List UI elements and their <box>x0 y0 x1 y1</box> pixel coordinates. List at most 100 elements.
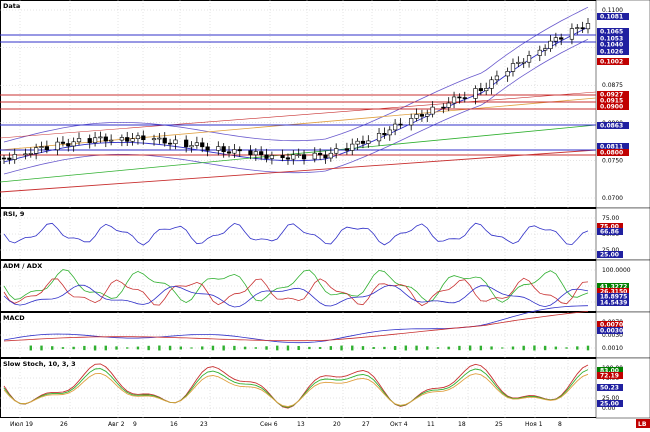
candle-body <box>414 114 419 119</box>
candle-body <box>92 137 98 143</box>
price-badge-text: 0.1040 <box>600 42 623 49</box>
candle-body <box>151 138 157 141</box>
candle-body <box>505 71 510 77</box>
price-badge-text: 0.1081 <box>600 14 623 21</box>
candle-body <box>87 138 92 143</box>
stoch-badge-text: 50.23 <box>600 385 619 392</box>
candle-body <box>162 137 167 144</box>
price-badge <box>597 91 629 98</box>
candle-body <box>484 88 489 92</box>
candle-body <box>376 133 382 142</box>
x-axis-label: 18 <box>458 421 466 428</box>
panel-label-adx: ADM / ADX <box>3 262 42 270</box>
macd-histogram-bar <box>233 345 236 351</box>
candle-body <box>312 152 317 160</box>
panel-main[interactable] <box>0 0 597 208</box>
price-badge-text: 0.1053 <box>600 36 623 43</box>
panel-label-stoch: Slow Stoch, 10, 3, 3 <box>3 360 76 368</box>
candle-body <box>494 75 500 81</box>
macd-histogram-bar <box>243 346 247 350</box>
macd-histogram-bar <box>586 345 590 351</box>
macd-histogram-bar <box>40 345 43 351</box>
price-badge-text: 0.0915 <box>600 98 623 105</box>
macd-histogram-bar <box>351 345 354 351</box>
macd-histogram-bar <box>61 347 65 349</box>
adx-badge-text: 14.5439 <box>600 300 627 307</box>
candle-body <box>103 136 108 142</box>
macd-histogram-bar <box>501 347 504 349</box>
y-axis-tick: 100.0000 <box>602 267 631 274</box>
candle-body <box>489 79 494 89</box>
rsi-badge <box>597 228 623 235</box>
macd-badge-text: 0.0070 <box>600 322 623 329</box>
corner-badge-text[interactable]: LB <box>638 421 647 428</box>
price-badge <box>597 143 629 150</box>
macd-histogram-bar <box>468 345 472 351</box>
candle-body <box>537 49 542 56</box>
candle-body <box>291 154 296 160</box>
macd-histogram-bar <box>83 345 86 351</box>
macd-histogram-bar <box>543 345 547 351</box>
price-badge <box>597 149 629 156</box>
macd-histogram-bar <box>511 346 515 350</box>
candle-body <box>226 151 232 154</box>
candle-body <box>409 118 414 126</box>
rsi-badge-text: 25.00 <box>600 252 619 259</box>
corner-badge[interactable] <box>636 419 650 428</box>
x-axis-label: Ноя 1 <box>525 421 543 428</box>
macd-histogram-bar <box>254 347 258 349</box>
candle-body <box>366 140 371 144</box>
candle-body <box>553 37 558 42</box>
candle-body <box>510 63 516 72</box>
macd-histogram-bar <box>286 345 290 351</box>
candle-body <box>248 150 253 156</box>
macd-histogram-bar <box>329 346 333 350</box>
candle-body <box>130 138 135 142</box>
candle-body <box>264 154 269 159</box>
y-axis-tick: 0.0010 <box>602 345 623 352</box>
candle-body <box>296 154 301 156</box>
adx-line <box>3 284 589 308</box>
macd-histogram-bar <box>436 347 440 349</box>
rsi-badge-text: 66.86 <box>600 229 619 236</box>
price-badge <box>597 58 629 65</box>
macd-histogram-bar <box>415 345 418 351</box>
x-axis-label: 26 <box>60 421 68 428</box>
candle-body <box>559 37 564 40</box>
price-badge-text: 0.1026 <box>600 49 623 56</box>
macd-histogram-bar <box>340 345 343 351</box>
price-badge-text: 0.0811 <box>600 144 623 151</box>
macd-histogram-bar <box>404 345 408 351</box>
candle-body <box>350 143 355 151</box>
adx-badge-text: 26.3150 <box>600 289 627 296</box>
macd-histogram-bar <box>29 345 32 351</box>
candle-body <box>301 154 307 160</box>
candle-body <box>280 155 285 159</box>
candle-body <box>7 157 12 160</box>
macd-histogram-bar <box>222 345 225 351</box>
adx-plus-di <box>3 269 589 304</box>
macd-histogram-bar <box>211 345 215 351</box>
y-axis-tick: 25.00 <box>602 395 619 402</box>
candle-body <box>194 142 199 146</box>
candle-body <box>28 153 33 155</box>
x-axis-label: Июл 19 <box>10 421 33 428</box>
macd-signal <box>3 311 589 342</box>
candle-body <box>141 135 146 141</box>
macd-badge <box>597 321 623 328</box>
adx-minus-di <box>3 277 589 307</box>
adx-badge <box>597 283 629 290</box>
candle-body <box>173 139 178 145</box>
price-badge <box>597 122 629 129</box>
price-badge-text: 0.1002 <box>600 59 623 66</box>
macd-histogram-bar <box>458 345 461 351</box>
candle-body <box>1 157 7 160</box>
macd-histogram-bar <box>447 346 450 350</box>
candle-body <box>318 152 323 156</box>
candle-body <box>323 154 328 159</box>
x-axis-label: Сен 6 <box>260 421 278 428</box>
stoch-badge <box>597 367 623 374</box>
candle-body <box>585 23 591 30</box>
